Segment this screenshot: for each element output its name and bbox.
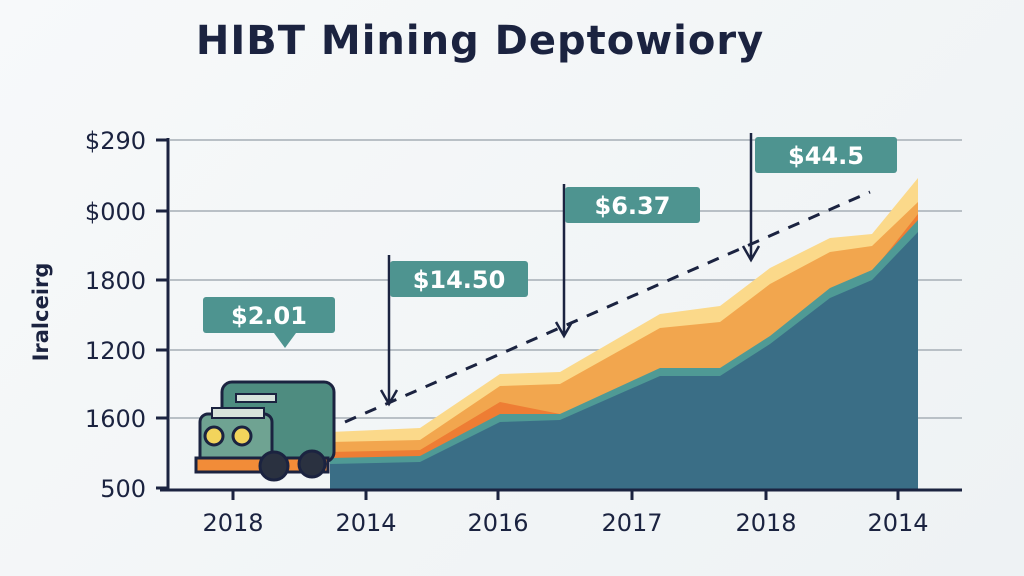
x-tick-label: 2014 [335,509,396,537]
callout-text: $14.50 [413,266,506,294]
area-base [330,232,918,490]
x-tick-label: 2014 [867,509,928,537]
callout-text: $2.01 [231,302,307,330]
callout-label: $2.01 [203,297,335,348]
callout-text: $6.37 [595,192,671,220]
x-tick-label: 2018 [735,509,796,537]
callout-box [755,137,897,173]
y-tick-label: 500 [100,475,146,503]
y-axis: 500 1600 1200 1800 $000 $290 [85,127,168,503]
callout-text: $44.5 [788,142,864,170]
callout-box [565,187,700,223]
y-axis-label: Iralceirg [29,263,53,362]
arrow-2 [554,184,574,339]
chart-title: HIBT Mining Deptowiory [195,18,765,64]
y-tick-label: 1200 [85,337,146,365]
axes [160,138,962,492]
callout-box [390,261,528,297]
x-tick-label: 2017 [601,509,662,537]
x-tick-label: 2018 [202,509,263,537]
trend-line [344,190,871,424]
x-axis: 2018 2014 2016 2017 2018 2014 [202,490,929,537]
x-tick-label: 2016 [467,509,528,537]
callout-box [203,297,335,333]
truck-illustration [194,380,336,482]
arrow-1 [379,255,399,407]
arrow-3 [741,133,761,263]
callout-label: $6.37 [565,187,700,223]
y-tick-label: 1800 [85,267,146,295]
y-tick-label: $290 [85,127,146,155]
y-tick-label: 1600 [85,405,146,433]
callout-label: $14.50 [390,261,528,297]
y-tick-label: $000 [85,198,146,226]
callout-pointer [274,333,296,348]
callout-label: $44.5 [755,137,897,173]
